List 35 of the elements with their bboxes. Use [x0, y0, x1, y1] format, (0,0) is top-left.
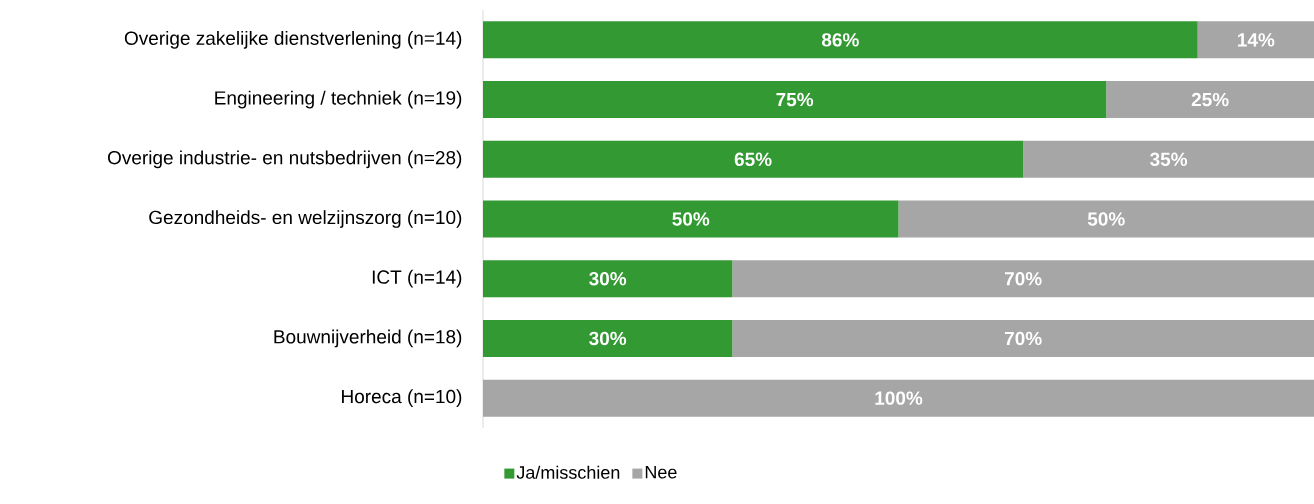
y-tick-label: Horeca (n=10) [342, 389, 462, 407]
bar [1197, 21, 1314, 59]
bar [1023, 140, 1314, 178]
bar [483, 379, 1314, 417]
data-label: 35% [1150, 152, 1188, 167]
bar [732, 260, 1314, 298]
data-label: 100% [875, 391, 923, 405]
bar [483, 200, 899, 238]
data-label: 14% [1238, 33, 1275, 47]
data-label: 30% [589, 331, 627, 346]
bar [1106, 81, 1314, 119]
data-label: 30% [589, 271, 627, 286]
bar [483, 81, 1107, 119]
y-tick-label: Gezondheids- en welzijnszorg (n=10) [149, 210, 462, 228]
data-label: 86% [821, 33, 859, 47]
legend-label: Nee [645, 465, 677, 479]
bar [483, 21, 1198, 59]
bar [483, 140, 1024, 178]
data-label: 70% [1004, 271, 1042, 286]
y-tick-label: Bouwnijverheid (n=18) [274, 329, 462, 348]
y-tick-label: Engineering / techniek (n=19) [215, 90, 462, 109]
y-tick-label: Overige industrie- en nutsbedrijven (n=28) [107, 150, 462, 169]
bar [483, 319, 733, 357]
legend-label: Ja/misschien [516, 465, 620, 479]
data-label: 70% [1004, 331, 1042, 346]
data-label: 75% [776, 92, 814, 107]
bar [732, 319, 1314, 357]
data-label: 50% [1087, 212, 1125, 226]
y-tick-label: Overige zakelijke dienstverlening (n=14) [124, 31, 462, 49]
data-label: 50% [672, 212, 710, 226]
data-label: 25% [1191, 92, 1229, 107]
bar [898, 200, 1314, 238]
bar [483, 260, 733, 298]
y-tick-label: ICT (n=14) [372, 269, 462, 288]
data-label: 65% [734, 152, 772, 167]
